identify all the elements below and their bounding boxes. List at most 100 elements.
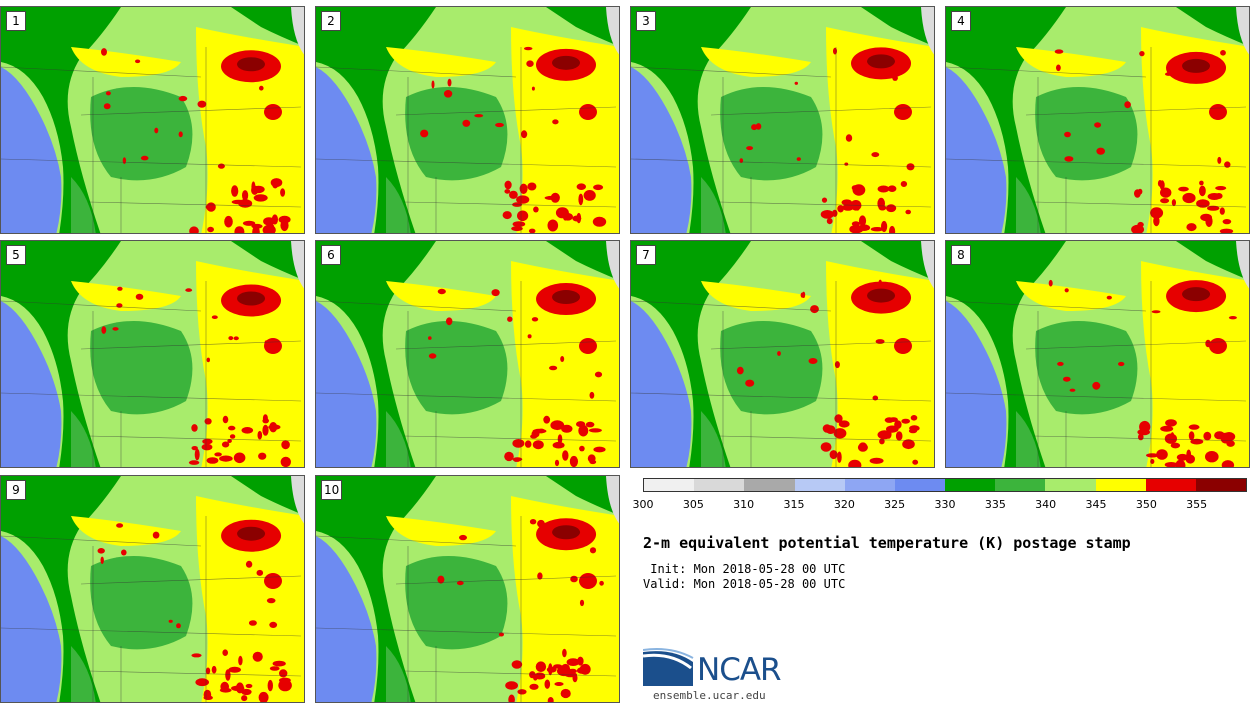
hot-blob (751, 124, 758, 131)
lake-area (1236, 241, 1249, 289)
warm-band (826, 261, 934, 467)
hot-blob (736, 366, 744, 375)
northern-band (701, 281, 811, 311)
hot-blob (535, 661, 547, 672)
init-time: Init: Mon 2018-05-28 00 UTC (643, 562, 846, 576)
lake-area (291, 7, 304, 55)
stamp-panel-2: 2 (315, 6, 620, 234)
hot-blob (262, 414, 268, 422)
figure-title: 2-m equivalent potential temperature (K)… (643, 534, 1131, 552)
hot-blob (231, 199, 246, 205)
hot-core-center (237, 57, 266, 72)
hot-spot (579, 104, 597, 120)
colorbar-segment (1095, 479, 1146, 491)
hot-blob (550, 420, 565, 431)
southwest-region (71, 411, 96, 467)
hot-blob (116, 523, 124, 528)
hot-blob (1048, 279, 1053, 287)
hot-blob (554, 459, 560, 467)
hot-blob (495, 122, 504, 128)
hot-blob (1063, 376, 1071, 382)
hot-blob (234, 226, 245, 233)
hot-blob (185, 288, 193, 292)
stamp-map (631, 241, 934, 467)
hot-blob (527, 334, 532, 339)
colorbar-tick-label: 300 (632, 498, 654, 511)
hot-blob (168, 619, 173, 623)
colorbar-segment (744, 479, 795, 491)
hot-blob (892, 75, 898, 81)
hot-blob (269, 666, 280, 671)
hot-blob (834, 414, 843, 423)
hot-blob (858, 215, 867, 226)
hot-blob (219, 455, 233, 462)
hot-blob (279, 669, 288, 678)
hot-blob (1207, 205, 1220, 211)
panel-number: 8 (951, 245, 971, 265)
hot-blob (810, 305, 819, 314)
hot-blob (437, 575, 445, 584)
colorbar-tick-label: 355 (1186, 498, 1208, 511)
hot-core-center (552, 290, 581, 305)
hot-core-center (1182, 287, 1211, 302)
ocean (1, 301, 62, 467)
state-border (403, 201, 617, 208)
hot-blob (252, 185, 265, 194)
hot-blob (270, 178, 283, 188)
hot-blob (857, 443, 868, 452)
panel-number: 5 (6, 245, 26, 265)
hot-blob (512, 221, 526, 228)
hot-blob (1228, 316, 1237, 320)
stamp-panel-9: 9 (0, 475, 305, 703)
hot-blob (745, 379, 755, 387)
hot-blob (837, 451, 842, 463)
hot-blob (1195, 305, 1200, 311)
hot-blob (1139, 420, 1151, 433)
state-border (88, 670, 302, 677)
southwest-region (701, 177, 726, 233)
hot-blob (1220, 50, 1226, 56)
colorbar-segment (694, 479, 745, 491)
state-border (1, 392, 302, 402)
hot-blob (122, 157, 127, 165)
hot-blob (194, 448, 200, 461)
hot-blob (1160, 425, 1174, 432)
hot-blob (889, 225, 896, 233)
lake-area (921, 241, 934, 289)
colorbar-segment (1045, 479, 1096, 491)
hot-blob (566, 658, 580, 666)
hot-blob (217, 163, 225, 169)
northern-band (386, 516, 496, 546)
hot-blob (825, 425, 836, 434)
state-border (1025, 340, 1247, 350)
hot-blob (511, 660, 523, 669)
hot-blob (537, 572, 543, 580)
hot-blob (227, 439, 232, 443)
northeast-forest (861, 7, 934, 47)
hot-blob (857, 224, 871, 231)
colorbar-segment (794, 479, 845, 491)
hot-blob (511, 226, 523, 232)
hot-blob (1146, 453, 1159, 458)
hot-blob (589, 391, 595, 399)
state-border (316, 300, 517, 312)
hot-blob (135, 293, 144, 300)
hot-blob (555, 545, 560, 550)
mountain-region (631, 241, 751, 467)
hot-blob (519, 183, 528, 194)
hot-blob (206, 357, 210, 363)
hot-blob (1219, 228, 1234, 233)
hot-blob (1096, 147, 1105, 155)
hot-blob (557, 666, 571, 677)
hot-blob (241, 688, 252, 696)
hot-blob (1137, 188, 1143, 195)
warm-band (1141, 261, 1249, 467)
hot-blob (263, 217, 275, 226)
hot-blob (1118, 361, 1125, 367)
state-border (80, 575, 302, 585)
hot-core-center (552, 525, 581, 540)
hot-blob (585, 421, 595, 428)
hot-blob (583, 190, 596, 201)
ocean (316, 301, 377, 467)
hot-blob (777, 351, 781, 356)
